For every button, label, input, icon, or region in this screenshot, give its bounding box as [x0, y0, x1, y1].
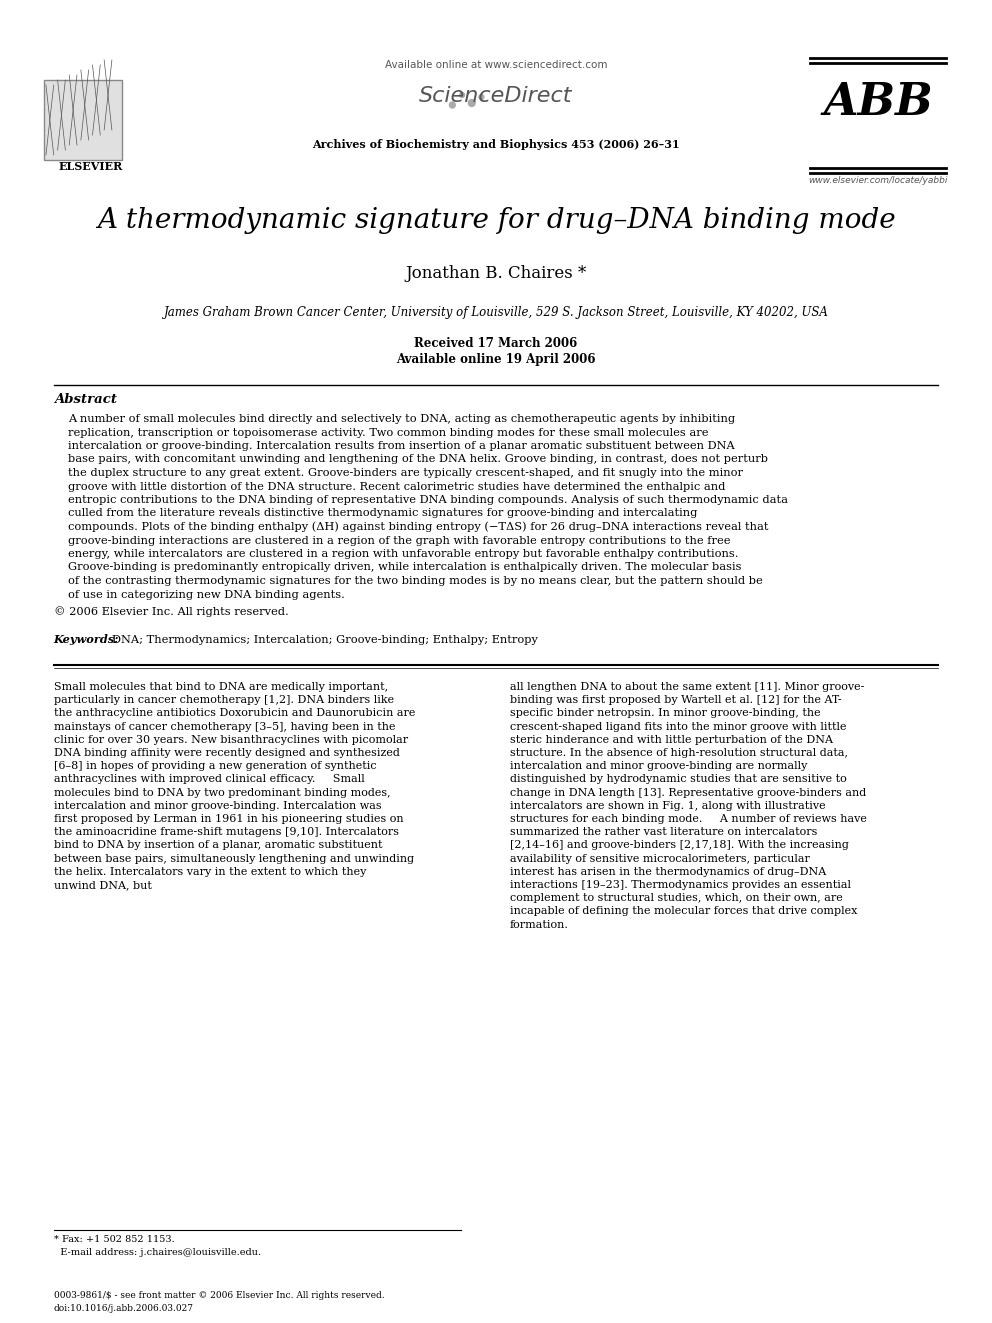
- Text: www.elsevier.com/locate/yabbi: www.elsevier.com/locate/yabbi: [808, 176, 947, 185]
- Text: availability of sensitive microcalorimeters, particular: availability of sensitive microcalorimet…: [510, 853, 809, 864]
- Text: Jonathan B. Chaires *: Jonathan B. Chaires *: [406, 265, 586, 282]
- Text: molecules bind to DNA by two predominant binding modes,: molecules bind to DNA by two predominant…: [54, 787, 390, 798]
- Text: Available online 19 April 2006: Available online 19 April 2006: [396, 353, 596, 366]
- Text: the aminoacridine frame-shift mutagens [9,10]. Intercalators: the aminoacridine frame-shift mutagens […: [54, 827, 399, 837]
- Text: intercalators are shown in Fig. 1, along with illustrative: intercalators are shown in Fig. 1, along…: [510, 800, 825, 811]
- Text: unwind DNA, but: unwind DNA, but: [54, 880, 152, 890]
- Text: of the contrasting thermodynamic signatures for the two binding modes is by no m: of the contrasting thermodynamic signatu…: [68, 576, 763, 586]
- Text: Groove-binding is predominantly entropically driven, while intercalation is enth: Groove-binding is predominantly entropic…: [68, 562, 742, 573]
- Text: DNA binding affinity were recently designed and synthesized: DNA binding affinity were recently desig…: [54, 747, 400, 758]
- Text: James Graham Brown Cancer Center, University of Louisville, 529 S. Jackson Stree: James Graham Brown Cancer Center, Univer…: [164, 306, 828, 319]
- Text: Available online at www.sciencedirect.com: Available online at www.sciencedirect.co…: [385, 60, 607, 70]
- Text: energy, while intercalators are clustered in a region with unfavorable entropy b: energy, while intercalators are clustere…: [68, 549, 739, 560]
- Text: bind to DNA by insertion of a planar, aromatic substituent: bind to DNA by insertion of a planar, ar…: [54, 840, 382, 851]
- Circle shape: [459, 93, 464, 98]
- Text: © 2006 Elsevier Inc. All rights reserved.: © 2006 Elsevier Inc. All rights reserved…: [54, 606, 289, 617]
- Text: * Fax: +1 502 852 1153.: * Fax: +1 502 852 1153.: [54, 1234, 175, 1244]
- Text: clinic for over 30 years. New bisanthracyclines with picomolar: clinic for over 30 years. New bisanthrac…: [54, 734, 408, 745]
- Text: doi:10.1016/j.abb.2006.03.027: doi:10.1016/j.abb.2006.03.027: [54, 1304, 193, 1312]
- Text: formation.: formation.: [510, 919, 568, 930]
- Text: structure. In the absence of high-resolution structural data,: structure. In the absence of high-resolu…: [510, 747, 847, 758]
- Text: binding was first proposed by Wartell et al. [12] for the AT-: binding was first proposed by Wartell et…: [510, 695, 841, 705]
- Text: of use in categorizing new DNA binding agents.: of use in categorizing new DNA binding a…: [68, 590, 345, 599]
- Circle shape: [468, 99, 475, 106]
- Text: A thermodynamic signature for drug–DNA binding mode: A thermodynamic signature for drug–DNA b…: [96, 206, 896, 234]
- Text: complement to structural studies, which, on their own, are: complement to structural studies, which,…: [510, 893, 842, 904]
- Text: Small molecules that bind to DNA are medically important,: Small molecules that bind to DNA are med…: [54, 681, 388, 692]
- Text: the duplex structure to any great extent. Groove-binders are typically crescent-: the duplex structure to any great extent…: [68, 468, 743, 478]
- Text: DNA; Thermodynamics; Intercalation; Groove-binding; Enthalpy; Entropy: DNA; Thermodynamics; Intercalation; Groo…: [112, 635, 538, 646]
- Text: between base pairs, simultaneously lengthening and unwinding: between base pairs, simultaneously lengt…: [54, 853, 414, 864]
- Text: particularly in cancer chemotherapy [1,2]. DNA binders like: particularly in cancer chemotherapy [1,2…: [54, 695, 394, 705]
- Text: Abstract: Abstract: [54, 393, 117, 406]
- Text: interest has arisen in the thermodynamics of drug–DNA: interest has arisen in the thermodynamic…: [510, 867, 825, 877]
- Circle shape: [479, 94, 484, 99]
- Text: incapable of defining the molecular forces that drive complex: incapable of defining the molecular forc…: [510, 906, 857, 917]
- Text: groove with little distortion of the DNA structure. Recent calorimetric studies : groove with little distortion of the DNA…: [68, 482, 725, 492]
- Text: culled from the literature reveals distinctive thermodynamic signatures for groo: culled from the literature reveals disti…: [68, 508, 697, 519]
- Text: all lengthen DNA to about the same extent [11]. Minor groove-: all lengthen DNA to about the same exten…: [510, 681, 864, 692]
- Text: [6–8] in hopes of providing a new generation of synthetic: [6–8] in hopes of providing a new genera…: [54, 761, 376, 771]
- FancyBboxPatch shape: [44, 79, 122, 160]
- Text: E-mail address: j.chaires@louisville.edu.: E-mail address: j.chaires@louisville.edu…: [54, 1248, 261, 1257]
- Text: entropic contributions to the DNA binding of representative DNA binding compound: entropic contributions to the DNA bindin…: [68, 495, 789, 505]
- Text: mainstays of cancer chemotherapy [3–5], having been in the: mainstays of cancer chemotherapy [3–5], …: [54, 721, 395, 732]
- Text: replication, transcription or topoisomerase activity. Two common binding modes f: replication, transcription or topoisomer…: [68, 427, 708, 438]
- Text: specific binder netropsin. In minor groove-binding, the: specific binder netropsin. In minor groo…: [510, 708, 820, 718]
- Text: change in DNA length [13]. Representative groove-binders and: change in DNA length [13]. Representativ…: [510, 787, 866, 798]
- Text: crescent-shaped ligand fits into the minor groove with little: crescent-shaped ligand fits into the min…: [510, 721, 846, 732]
- Text: summarized the rather vast literature on intercalators: summarized the rather vast literature on…: [510, 827, 817, 837]
- Text: [2,14–16] and groove-binders [2,17,18]. With the increasing: [2,14–16] and groove-binders [2,17,18]. …: [510, 840, 848, 851]
- Text: structures for each binding mode.     A number of reviews have: structures for each binding mode. A numb…: [510, 814, 866, 824]
- Text: Archives of Biochemistry and Biophysics 453 (2006) 26–31: Archives of Biochemistry and Biophysics …: [312, 139, 680, 149]
- Text: Received 17 March 2006: Received 17 March 2006: [415, 337, 577, 351]
- Text: groove-binding interactions are clustered in a region of the graph with favorabl: groove-binding interactions are clustere…: [68, 536, 731, 545]
- Text: compounds. Plots of the binding enthalpy (ΔH) against binding entropy (−TΔS) for: compounds. Plots of the binding enthalpy…: [68, 521, 769, 532]
- Text: ABB: ABB: [823, 81, 933, 124]
- Text: distinguished by hydrodynamic studies that are sensitive to: distinguished by hydrodynamic studies th…: [510, 774, 846, 785]
- Text: anthracyclines with improved clinical efficacy.     Small: anthracyclines with improved clinical ef…: [54, 774, 364, 785]
- Text: base pairs, with concomitant unwinding and lengthening of the DNA helix. Groove : base pairs, with concomitant unwinding a…: [68, 455, 768, 464]
- Text: ELSEVIER: ELSEVIER: [59, 161, 123, 172]
- Text: interactions [19–23]. Thermodynamics provides an essential: interactions [19–23]. Thermodynamics pro…: [510, 880, 850, 890]
- Circle shape: [449, 102, 455, 108]
- Text: A number of small molecules bind directly and selectively to DNA, acting as chem: A number of small molecules bind directl…: [68, 414, 735, 423]
- Text: first proposed by Lerman in 1961 in his pioneering studies on: first proposed by Lerman in 1961 in his …: [54, 814, 404, 824]
- Text: steric hinderance and with little perturbation of the DNA: steric hinderance and with little pertur…: [510, 734, 832, 745]
- Text: ScienceDirect: ScienceDirect: [420, 86, 572, 106]
- Text: intercalation and minor groove-binding are normally: intercalation and minor groove-binding a…: [510, 761, 806, 771]
- Text: intercalation and minor groove-binding. Intercalation was: intercalation and minor groove-binding. …: [54, 800, 381, 811]
- Text: Keywords:: Keywords:: [54, 634, 119, 646]
- Text: intercalation or groove-binding. Intercalation results from insertion of a plana: intercalation or groove-binding. Interca…: [68, 441, 735, 451]
- Text: the helix. Intercalators vary in the extent to which they: the helix. Intercalators vary in the ext…: [54, 867, 366, 877]
- Text: the anthracycline antibiotics Doxorubicin and Daunorubicin are: the anthracycline antibiotics Doxorubici…: [54, 708, 415, 718]
- Text: 0003-9861/$ - see front matter © 2006 Elsevier Inc. All rights reserved.: 0003-9861/$ - see front matter © 2006 El…: [54, 1291, 384, 1301]
